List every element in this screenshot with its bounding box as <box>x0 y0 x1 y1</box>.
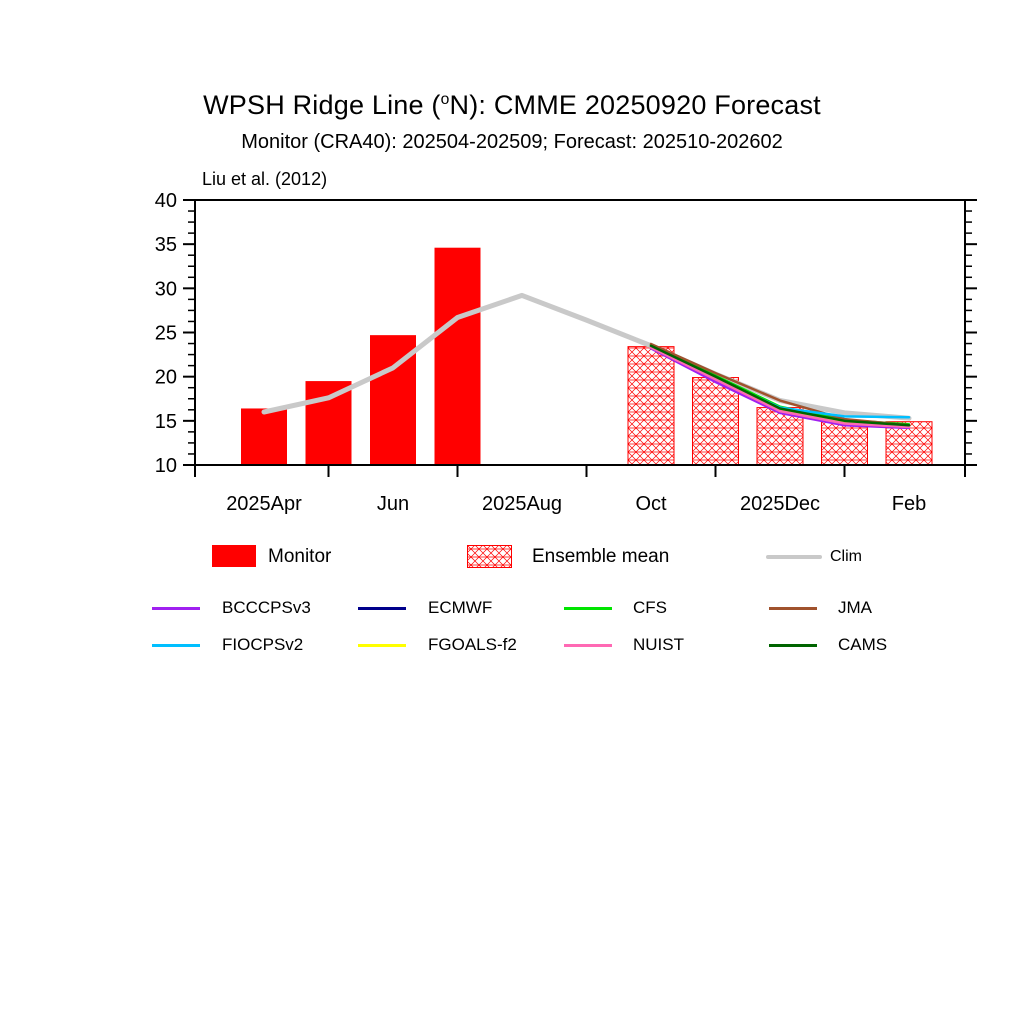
monitor-bar <box>434 247 481 465</box>
ecmwf-legend-swatch <box>358 607 406 610</box>
degree-superscript: o <box>440 91 450 108</box>
chart-title-part2: N): CMME 20250920 Forecast <box>449 90 821 120</box>
fiocpsv2-legend-swatch <box>152 644 200 647</box>
y-tick-label: 20 <box>155 367 177 389</box>
y-tick-label: 35 <box>155 234 177 256</box>
model-line-fiocpsv2 <box>649 346 911 419</box>
ensemble-mean-legend-label: Ensemble mean <box>532 546 670 567</box>
y-axis: 10 15 20 25 30 35 40 <box>155 190 977 477</box>
x-tick-label: Oct <box>635 493 667 515</box>
cams-legend-swatch <box>769 644 817 647</box>
model-line-cams <box>649 344 911 427</box>
y-tick-label: 40 <box>155 190 177 212</box>
y-tick-label: 10 <box>155 455 177 477</box>
jma-legend-label: JMA <box>838 598 872 617</box>
fgoals-f2-legend-label: FGOALS-f2 <box>428 635 517 654</box>
x-tick-label: 2025Aug <box>482 493 562 515</box>
x-tick-label: 2025Apr <box>226 493 302 515</box>
reference-annotation: Liu et al. (2012) <box>202 169 328 189</box>
model-line-bcccpsv3 <box>649 347 911 430</box>
jma-legend-swatch <box>769 607 817 610</box>
monitor-bar <box>305 381 352 465</box>
clim-legend-swatch <box>766 555 822 559</box>
x-tick-label: Feb <box>892 493 926 515</box>
ensemble-mean-bar <box>627 346 675 466</box>
x-tick-label: Jun <box>377 493 409 515</box>
cfs-legend-label: CFS <box>633 598 667 617</box>
y-tick-label: 30 <box>155 278 177 300</box>
nuist-legend-label: NUIST <box>633 635 684 654</box>
bcccpsv3-legend-label: BCCCPSv3 <box>222 598 311 617</box>
nuist-legend-swatch <box>564 644 612 647</box>
bcccpsv3-legend-swatch <box>152 607 200 610</box>
x-axis: 2025Apr Jun 2025Aug Oct 2025Dec Feb <box>194 465 966 515</box>
chart-title-part1: WPSH Ridge Line ( <box>203 90 441 120</box>
monitor-bar <box>241 408 287 465</box>
cfs-legend-swatch <box>564 607 612 610</box>
model-line-nuist <box>649 346 911 429</box>
y-tick-label: 15 <box>155 411 177 433</box>
chart-subtitle: Monitor (CRA40): 202504-202509; Forecast… <box>241 131 783 153</box>
ensemble-mean-bar <box>821 420 868 466</box>
monitor-legend-swatch <box>212 545 256 567</box>
model-lines <box>649 342 911 430</box>
clim-legend-label: Clim <box>830 548 862 565</box>
ensemble-mean-legend-swatch <box>467 545 512 568</box>
fgoals-f2-legend-swatch <box>358 644 406 647</box>
chart-title: WPSH Ridge Line (oN): CMME 20250920 Fore… <box>0 90 1024 121</box>
cams-legend-label: CAMS <box>838 635 888 654</box>
clim-line <box>261 292 912 421</box>
x-tick-label: 2025Dec <box>740 493 820 515</box>
monitor-legend-label: Monitor <box>268 546 332 567</box>
y-tick-label: 25 <box>155 323 177 345</box>
ecmwf-legend-label: ECMWF <box>428 598 493 617</box>
fiocpsv2-legend-label: FIOCPSv2 <box>222 635 304 654</box>
monitor-bars <box>241 247 481 465</box>
